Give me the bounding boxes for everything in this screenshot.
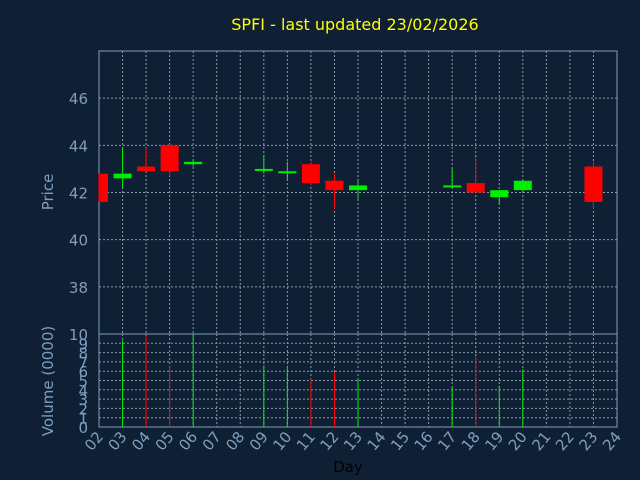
candle-body	[99, 173, 108, 202]
x-axis: 0203040506070809101112131415161718192021…	[81, 428, 625, 454]
volume-tick-label: 9	[78, 335, 88, 353]
candlestick	[137, 147, 156, 172]
candlestick	[278, 161, 297, 181]
x-tick-label: 16	[411, 428, 437, 454]
x-tick-label: 08	[222, 428, 248, 454]
candlestick	[325, 173, 344, 210]
volume-tick-label: 0	[78, 419, 88, 437]
price-tick-label: 44	[69, 137, 88, 155]
x-tick-label: 23	[575, 428, 601, 454]
price-panel: 38 40 42 44 46	[69, 50, 618, 335]
price-axis-label: Price	[39, 174, 57, 211]
candlestick	[98, 173, 108, 202]
x-tick-label: 11	[293, 428, 319, 454]
candle-body	[443, 185, 462, 188]
candle-body	[349, 185, 367, 191]
candlestick	[513, 180, 532, 193]
candle-body	[513, 180, 532, 191]
candlestick	[113, 147, 132, 188]
candle-body	[301, 164, 320, 184]
candle-body	[466, 183, 485, 193]
price-tick-label: 46	[69, 90, 88, 108]
x-tick-label: 24	[599, 428, 625, 454]
candlestick	[584, 161, 603, 210]
candle-body	[113, 173, 132, 179]
x-tick-label: 10	[269, 428, 295, 454]
x-tick-label: 09	[246, 428, 272, 454]
volume-tick-label: 4	[78, 382, 88, 400]
candlestick	[160, 145, 179, 176]
volume-tick-label: 5	[78, 373, 88, 391]
volume-tick-label: 2	[78, 400, 88, 418]
price-tick-label: 38	[69, 279, 88, 297]
volume-tick-label: 8	[78, 345, 88, 363]
x-tick-label: 19	[481, 428, 507, 454]
candlestick	[490, 190, 509, 205]
x-tick-label: 21	[528, 428, 554, 454]
candlestick	[184, 159, 203, 167]
candlestick	[254, 154, 273, 174]
x-tick-label: 06	[175, 428, 201, 454]
volume-tick-label: 1	[78, 410, 88, 428]
candle-body	[325, 180, 344, 191]
x-tick-label: 12	[316, 428, 342, 454]
candle-body	[254, 168, 273, 171]
x-tick-label: 07	[199, 428, 225, 454]
candlestick	[349, 180, 367, 200]
candlestick	[443, 168, 462, 188]
x-tick-label: 17	[434, 428, 460, 454]
volume-tick-label: 6	[78, 363, 88, 381]
candle-body	[184, 161, 203, 165]
x-tick-label: 05	[152, 428, 178, 454]
volume-tick-label: 7	[78, 354, 88, 372]
candle-body	[137, 166, 156, 172]
volume-tick-label: 10	[69, 326, 88, 344]
x-tick-label: 03	[105, 428, 131, 454]
price-tick-label: 40	[69, 232, 88, 250]
x-tick-label: 04	[128, 428, 154, 454]
price-tick-label: 42	[69, 185, 88, 203]
candle-body	[278, 171, 297, 174]
candle-body	[490, 190, 509, 198]
candle-body	[160, 145, 179, 172]
x-tick-label: 15	[387, 428, 413, 454]
candle-body	[584, 166, 603, 202]
volume-tick-label: 3	[78, 391, 88, 409]
x-tick-label: 13	[340, 428, 366, 454]
candlestick	[466, 157, 485, 193]
candlestick	[301, 161, 320, 186]
x-tick-label: 20	[505, 428, 531, 454]
x-tick-label: 14	[364, 428, 390, 454]
x-axis-label: Day	[333, 458, 363, 476]
volume-axis-label: Volume (0000)	[39, 326, 57, 436]
x-tick-label: 22	[552, 428, 578, 454]
x-tick-label: 18	[458, 428, 484, 454]
chart-title: SPFI - last updated 23/02/2026	[231, 15, 478, 34]
